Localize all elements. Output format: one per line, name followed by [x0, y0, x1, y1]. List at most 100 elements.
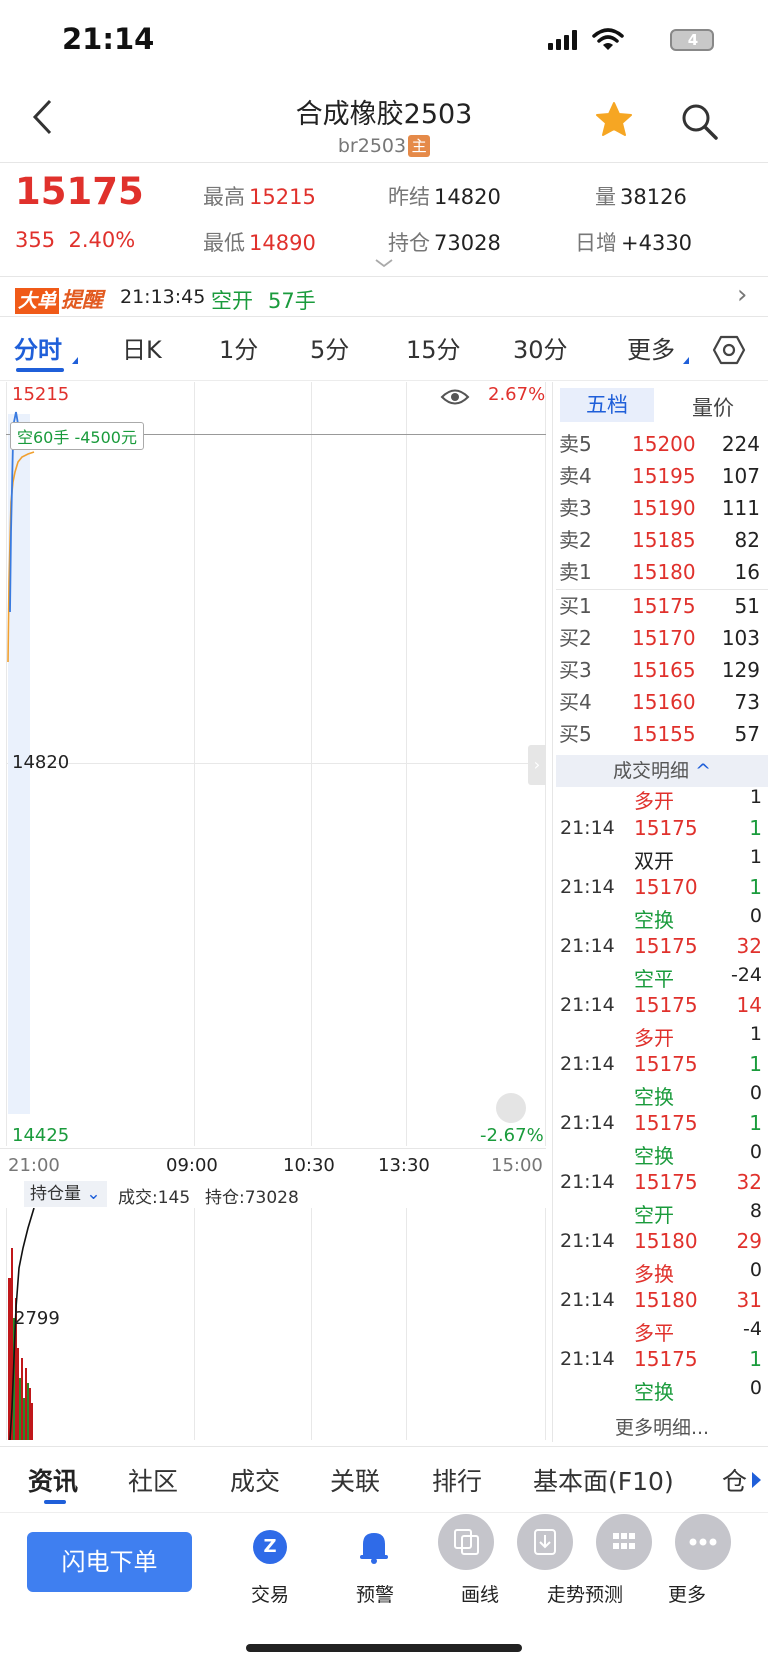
trade-details-header: 成交明细 — [613, 760, 690, 782]
trade-price: 15175 — [634, 816, 698, 840]
trade-qty: 1 — [749, 1111, 762, 1135]
nav-draw-line[interactable]: 画线 — [460, 1584, 499, 1606]
tab-daily-k[interactable]: 日K — [122, 336, 162, 364]
volume-value: 38126 — [620, 185, 687, 209]
tab-1min[interactable]: 1分 — [219, 336, 259, 364]
time-label-1500: 15:00 — [491, 1155, 543, 1176]
tab-30min[interactable]: 30分 — [513, 336, 568, 364]
trade-time: 21:14 — [560, 935, 615, 957]
ask-row: 卖4 15195 107 — [556, 460, 766, 492]
more-float-icon[interactable] — [675, 1514, 731, 1570]
bid-row: 买3 15165 129 — [556, 654, 766, 686]
eye-icon[interactable] — [440, 386, 470, 408]
trade-type: 双开 — [634, 849, 674, 873]
low-field: 最低 14890 — [203, 227, 316, 257]
nav-trade[interactable]: 交易 — [250, 1584, 289, 1606]
bid-price: 15175 — [632, 594, 696, 618]
bid-label: 买2 — [559, 626, 592, 650]
trade-oi-change: 0 — [749, 1082, 762, 1104]
trade-time: 21:14 — [560, 1230, 615, 1252]
tab-intraday[interactable]: 分时 — [14, 336, 62, 364]
trade-price: 15175 — [634, 1170, 698, 1194]
tab-more[interactable]: 更多 — [627, 336, 675, 364]
pct-bottom-label: -2.67% — [480, 1125, 544, 1146]
ask-label: 卖2 — [559, 528, 592, 552]
sub-volume: 成交:145 — [118, 1188, 191, 1208]
ask-price: 15200 — [632, 432, 696, 456]
search-icon[interactable] — [680, 102, 720, 142]
download-float-icon[interactable] — [517, 1514, 573, 1570]
translate-float-icon[interactable] — [438, 1514, 494, 1570]
tab-trades[interactable]: 成交 — [230, 1467, 281, 1496]
alert-tag-big-order: 大单 — [15, 288, 60, 314]
trade-details-toggle[interactable]: 成交明细 ^ — [556, 755, 768, 787]
high-label: 最高 — [203, 185, 245, 209]
alert-tag-reminder: 提醒 — [61, 288, 104, 312]
apps-grid-float-icon[interactable] — [596, 1514, 652, 1570]
low-label: 最低 — [203, 231, 245, 255]
volume-label: 量 — [595, 185, 616, 209]
flash-order-button[interactable]: 闪电下单 — [27, 1532, 192, 1592]
tab-volume-price[interactable]: 量价 — [692, 396, 734, 420]
tab-intraday-dropdown-icon — [72, 357, 78, 364]
ask-price: 15185 — [632, 528, 696, 552]
nav-trend-forecast[interactable]: 走势预测 — [546, 1584, 623, 1606]
trade-price: 15175 — [634, 1347, 698, 1371]
bid-price: 15155 — [632, 722, 696, 746]
chart-settings-icon[interactable] — [712, 333, 746, 367]
trade-price: 15175 — [634, 934, 698, 958]
tabs-scroll-right-icon[interactable] — [752, 1472, 761, 1488]
trade-icon[interactable]: Z — [253, 1530, 287, 1564]
page-title: 合成橡胶2503 — [295, 99, 473, 130]
tab-news[interactable]: 资讯 — [28, 1467, 79, 1496]
nav-alert[interactable]: 预警 — [355, 1584, 394, 1606]
tab-fundamentals[interactable]: 基本面(F10) — [533, 1467, 674, 1496]
trade-price: 15180 — [634, 1288, 698, 1312]
trade-qty: 1 — [749, 875, 762, 899]
tab-5min[interactable]: 5分 — [310, 336, 350, 364]
high-value: 15215 — [249, 185, 316, 209]
change-value: 355 — [15, 228, 56, 252]
trade-price: 15175 — [634, 993, 698, 1017]
fullscreen-icon[interactable] — [496, 1093, 526, 1123]
trade-type: 空换 — [634, 1085, 674, 1109]
ask-row: 卖1 15180 16 — [556, 556, 766, 588]
volume-field: 量 38126 — [595, 181, 687, 211]
tab-related[interactable]: 关联 — [330, 1467, 381, 1496]
favorite-star-icon[interactable] — [594, 101, 634, 139]
tab-15min[interactable]: 15分 — [406, 336, 461, 364]
more-trade-details-link[interactable]: 更多明细... — [614, 1417, 710, 1439]
daily-increase-value: +4330 — [621, 231, 693, 255]
trade-type: 多平 — [634, 1321, 674, 1345]
alert-qty: 57手 — [268, 289, 316, 313]
tab-ranking[interactable]: 排行 — [432, 1467, 483, 1496]
sub-open-interest: 持仓:73028 — [205, 1188, 299, 1208]
high-field: 最高 15215 — [203, 181, 316, 211]
bid-price: 15160 — [632, 690, 696, 714]
trade-time: 21:14 — [560, 876, 615, 898]
trade-marker: 空60手 -4500元 — [10, 422, 144, 450]
bid-row: 买2 15170 103 — [556, 622, 766, 654]
alert-bell-icon[interactable] — [357, 1528, 391, 1564]
big-order-alert[interactable]: 大单 提醒 21:13:45 空开 57手 › — [0, 278, 768, 318]
trade-type: 多开 — [634, 1026, 674, 1050]
open-interest-field: 持仓 73028 — [388, 227, 501, 257]
chart-collapse-handle[interactable]: › — [528, 745, 546, 785]
expand-chevron-icon[interactable] — [374, 258, 394, 268]
intraday-chart[interactable] — [6, 382, 546, 1146]
ask-label: 卖4 — [559, 464, 592, 488]
collapse-up-icon: ^ — [695, 760, 711, 782]
ask-row: 卖5 15200 224 — [556, 428, 766, 460]
tab-community[interactable]: 社区 — [128, 1467, 179, 1496]
tab-order-book[interactable]: 五档 — [560, 388, 654, 422]
back-icon[interactable] — [30, 98, 56, 136]
trade-time: 21:14 — [560, 1171, 615, 1193]
bid-row: 买4 15160 73 — [556, 686, 766, 718]
tab-warehouse[interactable]: 仓 — [722, 1467, 748, 1496]
trade-qty: 32 — [736, 934, 762, 958]
sub-indicator-selector[interactable]: 持仓量 ⌄ — [24, 1181, 107, 1207]
trade-time: 21:14 — [560, 1112, 615, 1134]
trade-price: 15175 — [634, 1111, 698, 1135]
bid-price: 15170 — [632, 626, 696, 650]
nav-more[interactable]: 更多 — [667, 1584, 706, 1606]
